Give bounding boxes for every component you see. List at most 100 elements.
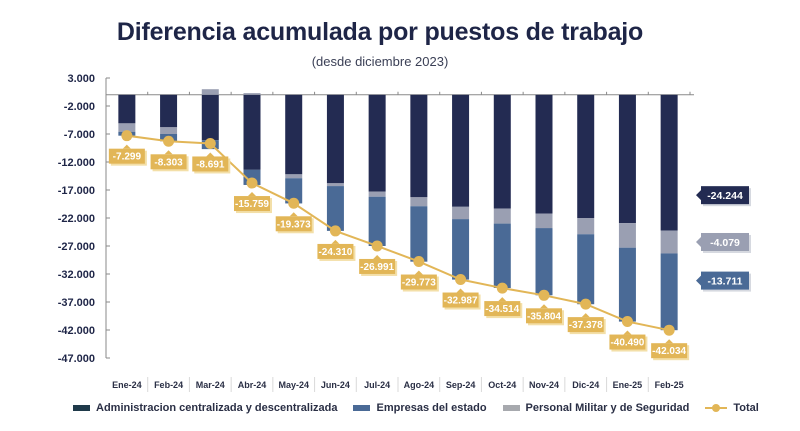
data-label-pointer (540, 304, 548, 309)
annotation-label: -24.244 (707, 190, 743, 202)
bar-empresas (577, 234, 595, 305)
bar-empresas (493, 223, 511, 288)
data-label-box (275, 216, 312, 232)
bar-empresas (660, 253, 678, 331)
total-point (621, 316, 633, 328)
chart-title: Diferencia acumulada por puestos de trab… (116, 18, 644, 46)
bar-admin (493, 94, 511, 209)
annotation-box (701, 232, 749, 251)
bar-empresas (368, 196, 386, 246)
bar-admin (368, 94, 386, 192)
x-tick-label: Sep-24 (446, 380, 476, 390)
legend-item-empresas[interactable]: Empresas del estado (353, 402, 487, 414)
legend-item-admin[interactable]: Administracion centralizada y descentral… (73, 402, 337, 414)
x-tick-label: Feb-25 (655, 380, 684, 390)
data-label: -26.991 (360, 262, 394, 273)
bar-admin (201, 94, 219, 141)
annotation-box (701, 186, 749, 205)
bar-militar (618, 223, 636, 248)
legend-swatch-empresas (353, 405, 371, 411)
bar-militar (535, 213, 553, 229)
total-point (538, 289, 550, 301)
bar-militar (118, 123, 136, 132)
total-point (496, 282, 508, 294)
y-tick-label: -37.000 (58, 297, 95, 309)
total-point (663, 324, 675, 336)
data-label-pointer (373, 254, 382, 259)
bar-empresas (285, 178, 303, 204)
bar-admin (618, 94, 636, 224)
x-tick-label: Oct-24 (488, 380, 516, 390)
data-label-box (359, 258, 396, 274)
data-label-pointer (248, 192, 256, 197)
data-label-box (484, 301, 521, 317)
y-tick-label: -12.000 (58, 157, 95, 169)
y-tick-label: 3.000 (67, 73, 95, 85)
data-label-pointer (623, 330, 632, 335)
y-tick-label: -47.000 (58, 353, 95, 365)
data-label-pointer (206, 152, 215, 157)
data-label-box (526, 308, 562, 324)
data-label-box (108, 148, 145, 164)
legend-swatch-admin (73, 405, 90, 411)
annotation-pointer (696, 190, 701, 201)
bar-empresas (452, 219, 470, 280)
data-label-pointer (331, 239, 340, 244)
data-label-pointer (581, 313, 590, 318)
bar-militar (577, 218, 595, 235)
bar-militar (368, 191, 386, 197)
bar-empresas (618, 247, 636, 322)
data-label: -29.773 (402, 278, 436, 289)
annotation-label: -13.711 (707, 276, 742, 288)
bar-empresas (326, 186, 344, 231)
bar-admin (326, 94, 344, 184)
legend-item-militar[interactable]: Personal Militar y de Seguridad (502, 402, 690, 414)
x-tick-label: Jun-24 (321, 380, 350, 390)
bar-admin (285, 94, 303, 175)
bar-militar (326, 183, 344, 187)
legend-label-militar: Personal Militar y de Seguridad (525, 402, 690, 414)
y-tick-label: -32.000 (58, 269, 95, 281)
total-point (413, 256, 425, 268)
x-tick-label: Ago-24 (404, 380, 435, 390)
data-label: -8.691 (196, 159, 225, 170)
data-label: -8.303 (154, 157, 183, 168)
total-point (204, 137, 216, 149)
annotation-label: -4.079 (710, 237, 740, 249)
annotation-pointer (696, 275, 701, 286)
bar-admin (535, 94, 553, 214)
total-line (126, 134, 670, 332)
bar-empresas (410, 206, 428, 262)
data-label-box (317, 243, 354, 259)
data-label-pointer (289, 212, 298, 217)
data-label-box (442, 292, 479, 308)
y-tick-label: -7.000 (64, 129, 95, 141)
total-point (288, 197, 300, 209)
legend-label-total: Total (733, 402, 759, 414)
bar-militar (285, 174, 303, 179)
data-label: -24.310 (318, 247, 352, 258)
x-tick-label: Dic-24 (572, 380, 599, 390)
data-label: -37.378 (569, 320, 603, 331)
annotation-box (701, 271, 749, 290)
chart-subtitle: (desde diciembre 2023) (311, 54, 449, 69)
legend-item-total[interactable]: Total (705, 402, 759, 414)
data-label: -19.373 (277, 219, 311, 230)
y-tick-label: -42.000 (58, 325, 95, 337)
bar-militar (410, 197, 428, 207)
bar-admin (577, 94, 595, 218)
data-label: -42.034 (652, 346, 686, 357)
bar-admin (452, 94, 470, 207)
data-label-box (609, 334, 646, 350)
data-label: -7.299 (113, 152, 142, 163)
data-label-pointer (122, 144, 131, 149)
bar-militar (243, 93, 261, 95)
bar-empresas (535, 228, 553, 296)
bar-militar (160, 127, 178, 134)
y-tick-label: -27.000 (58, 241, 95, 253)
data-label-box (150, 154, 187, 170)
total-point (163, 135, 175, 147)
data-label-pointer (456, 288, 465, 293)
bar-militar (493, 208, 511, 224)
